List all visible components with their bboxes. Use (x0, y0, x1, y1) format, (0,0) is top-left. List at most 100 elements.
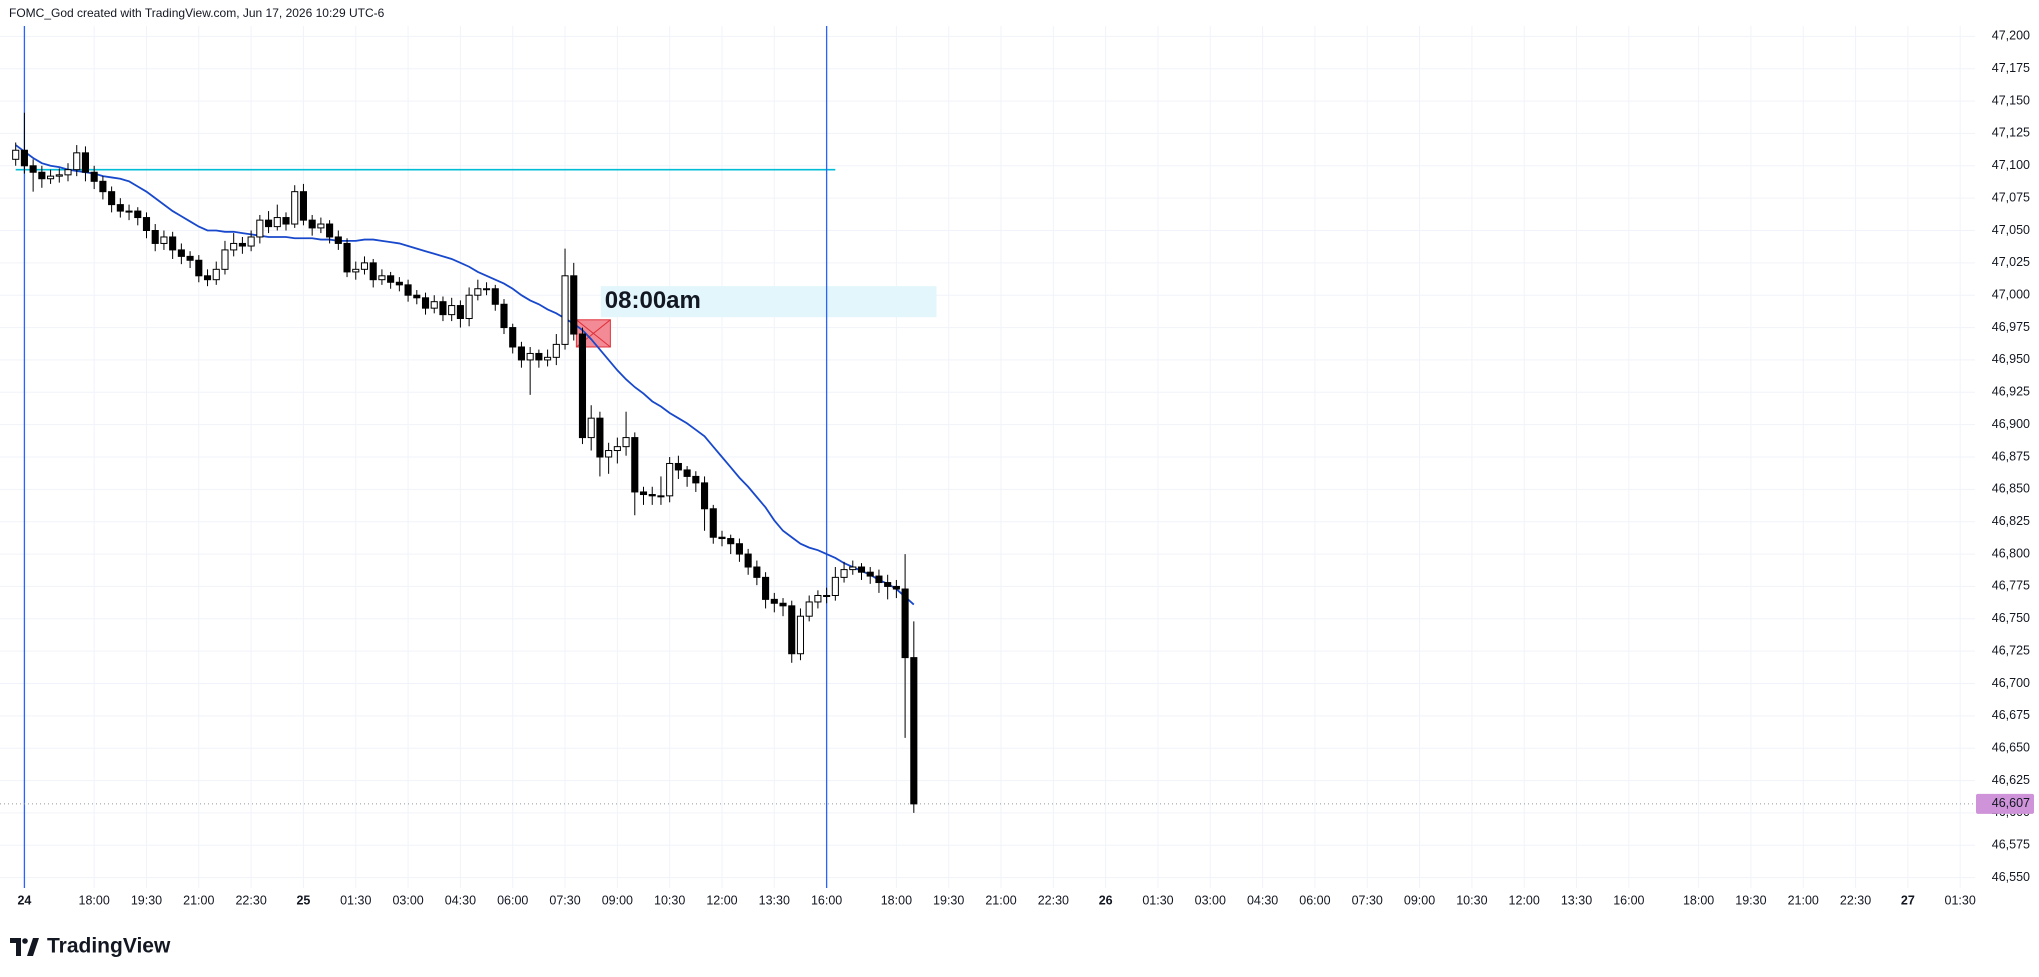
x-tick-label: 06:00 (1299, 893, 1330, 907)
candle-body (387, 275, 395, 283)
candle-body (212, 268, 220, 281)
candle-body (500, 303, 508, 329)
candle-body (570, 275, 578, 335)
candle-body (151, 229, 159, 244)
candle-body (186, 255, 194, 261)
y-tick-label: 46,775 (1992, 579, 2030, 593)
y-tick-label: 46,725 (1992, 643, 2030, 657)
candle-body (282, 217, 290, 225)
candle-body (326, 223, 334, 238)
candle-body (352, 268, 360, 273)
candle-body (779, 602, 787, 607)
y-tick-label: 46,675 (1992, 708, 2030, 722)
x-tick-label: 03:00 (392, 893, 423, 907)
candle-body (483, 288, 491, 291)
candle-body (47, 175, 55, 180)
candle-body (116, 204, 124, 212)
candle-body (622, 437, 630, 448)
last-price-badge (1976, 793, 2034, 814)
candle-body (125, 210, 133, 213)
logo-mark (10, 938, 21, 956)
candle-body (81, 152, 90, 173)
candle-body (692, 475, 700, 484)
candle-body (674, 462, 682, 471)
logo-mark (27, 938, 39, 956)
y-tick-label: 46,925 (1992, 385, 2030, 399)
y-tick-label: 46,750 (1992, 611, 2030, 625)
candle-body (195, 259, 203, 277)
candle-body (561, 275, 569, 345)
candle-body (256, 219, 264, 238)
x-tick-label: 06:00 (497, 893, 528, 907)
candle-body (613, 446, 621, 452)
y-tick-label: 47,000 (1992, 288, 2030, 302)
candle-body (369, 262, 377, 281)
candle-body (491, 288, 499, 305)
candle-body (448, 305, 456, 316)
candle-body (99, 180, 107, 193)
candle-body (90, 171, 98, 182)
x-tick-label: 22:30 (1038, 893, 1069, 907)
candle-body (744, 553, 752, 568)
candle-body (291, 191, 299, 225)
candle-body (605, 450, 613, 458)
y-tick-label: 46,950 (1992, 352, 2030, 366)
y-tick-label: 46,900 (1992, 417, 2030, 431)
candle-body (134, 210, 142, 219)
candle-body (884, 582, 892, 587)
header-title: FOMC_God created with TradingView.com, J… (9, 6, 385, 20)
candle-body (273, 217, 281, 228)
x-tick-label: 19:30 (131, 893, 162, 907)
candle-body (788, 605, 796, 655)
candle-body (517, 346, 525, 361)
candle-body (308, 219, 316, 229)
candle-body (753, 566, 761, 578)
x-tick-label: 13:30 (759, 893, 790, 907)
x-tick-label: 24 (17, 893, 31, 907)
x-tick-label: 01:30 (340, 893, 371, 907)
x-tick-label: 25 (296, 893, 310, 907)
y-tick-label: 47,175 (1992, 61, 2030, 75)
candle-body (866, 571, 874, 577)
y-tick-label: 46,550 (1992, 870, 2030, 884)
x-tick-label: 22:30 (235, 893, 266, 907)
y-tick-label: 47,075 (1992, 190, 2030, 204)
candle-body (631, 437, 639, 493)
candle-body (378, 275, 386, 281)
candle-body (474, 288, 482, 296)
y-tick-label: 47,150 (1992, 93, 2030, 107)
candle-body (849, 566, 857, 571)
y-tick-label: 46,650 (1992, 741, 2030, 755)
moving-average-line (15, 144, 915, 606)
candle-body (910, 657, 918, 805)
x-tick-label: 21:00 (1788, 893, 1819, 907)
x-tick-label: 18:00 (881, 893, 912, 907)
candle-body (823, 594, 831, 597)
candle-body (552, 343, 560, 358)
candle-body (247, 236, 255, 247)
x-tick-label: 04:30 (1247, 893, 1278, 907)
candle-body (700, 482, 709, 510)
y-tick-label: 46,850 (1992, 482, 2030, 496)
brand-logo (10, 938, 39, 956)
candle-body (465, 294, 473, 320)
candle-body (648, 494, 656, 497)
candle-body (169, 236, 177, 251)
candle-body (108, 191, 116, 206)
candle-body (413, 294, 421, 299)
candle-body (343, 242, 351, 273)
candle-body (526, 352, 534, 361)
candle-body (29, 165, 37, 173)
x-tick-label: 07:30 (1352, 893, 1383, 907)
candle-body (901, 588, 909, 659)
y-tick-label: 46,700 (1992, 676, 2030, 690)
brand-name: TradingView (47, 935, 171, 958)
box-label: 08:00am (605, 287, 701, 314)
candle-body (727, 538, 735, 545)
candle-body (38, 171, 46, 180)
x-tick-label: 21:00 (183, 893, 214, 907)
candle-body (456, 305, 464, 320)
candle-body (230, 242, 238, 251)
